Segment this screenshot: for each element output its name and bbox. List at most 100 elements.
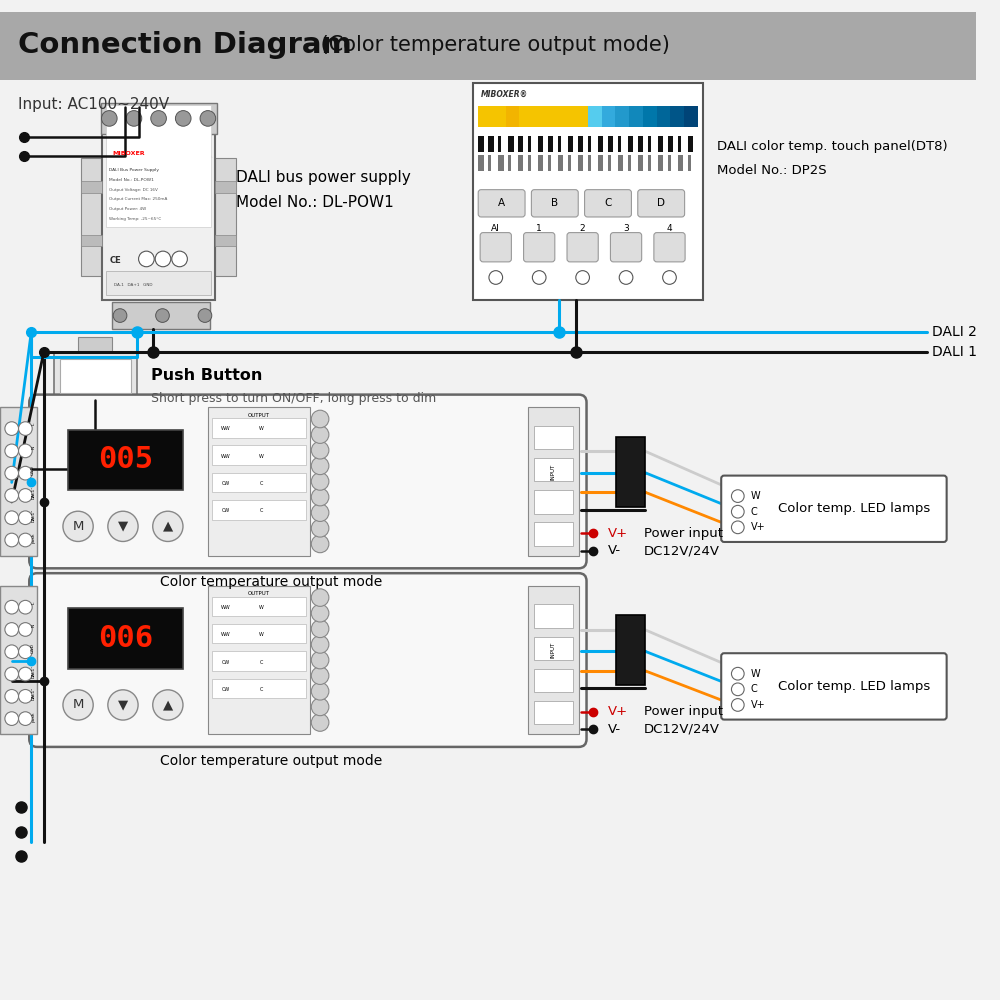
Bar [508,136,514,152]
Bar [588,136,591,152]
Text: WW: WW [221,632,230,637]
Circle shape [311,488,329,506]
Text: INPUT: INPUT [551,642,556,658]
Text: N: N [31,445,35,449]
Text: INPUT: INPUT [551,464,556,480]
Bar [534,604,573,628]
Text: DAL1²: DAL1² [31,509,35,522]
Bar [548,136,553,152]
Bar [215,158,236,276]
Text: C: C [750,507,757,517]
Bar [78,337,112,352]
Text: Connection Diagram: Connection Diagram [18,31,351,59]
Circle shape [311,535,329,553]
Bar [558,155,563,171]
Text: Color temp. LED lamps: Color temp. LED lamps [778,680,930,693]
Circle shape [63,690,93,720]
Bar [638,136,643,152]
Text: Output Current Max: 250mA: Output Current Max: 250mA [109,197,168,201]
Circle shape [19,511,32,525]
Bar [528,155,531,171]
Circle shape [311,714,329,731]
Bar [519,106,533,127]
Circle shape [5,511,19,525]
Bar [568,136,573,152]
Circle shape [175,111,191,126]
FancyBboxPatch shape [478,190,525,217]
Bar [212,679,306,698]
Text: WW: WW [221,454,230,459]
Circle shape [5,466,19,480]
Circle shape [311,620,329,638]
Bar [534,490,573,514]
Text: V+: V+ [750,522,765,532]
Circle shape [19,645,32,659]
Bar [101,103,217,134]
Text: N: N [31,624,35,627]
Text: CW: CW [221,508,230,513]
Bar [658,155,663,171]
Circle shape [532,271,546,284]
Bar [212,418,306,438]
Text: ▼: ▼ [118,520,128,533]
Circle shape [5,667,19,681]
Text: Power input: Power input [644,705,723,718]
Bar [534,458,573,481]
FancyBboxPatch shape [610,233,642,262]
Bar [0,12,976,80]
Text: B: B [551,198,558,208]
Bar [538,155,543,171]
Bar [578,155,583,171]
Bar [618,155,623,171]
FancyBboxPatch shape [721,476,947,542]
Bar [538,136,543,152]
Text: Short press to turn ON/OFF, long press to dim: Short press to turn ON/OFF, long press t… [151,392,437,405]
Circle shape [311,651,329,669]
Bar [81,235,102,246]
Bar [208,586,310,734]
Circle shape [311,441,329,459]
Circle shape [5,444,19,458]
Text: Model No.: DL-POW1: Model No.: DL-POW1 [236,195,394,210]
Text: Color temperature output mode: Color temperature output mode [160,754,382,768]
Bar [668,136,673,152]
Bar [68,608,183,669]
Circle shape [731,683,744,696]
Circle shape [311,698,329,716]
Text: Input: AC100~240V: Input: AC100~240V [18,97,169,112]
Bar [534,426,573,449]
Text: W: W [259,454,264,459]
Bar [534,637,573,660]
Text: DC12V/24V: DC12V/24V [644,544,720,557]
Bar [106,271,211,295]
Circle shape [5,422,19,435]
FancyBboxPatch shape [524,233,555,262]
Bar [608,155,611,171]
Text: V+: V+ [608,705,628,718]
Bar [533,106,547,127]
Text: W: W [750,491,760,501]
Bar [534,701,573,724]
Circle shape [311,667,329,684]
Circle shape [311,604,329,622]
Text: push: push [31,711,35,722]
Bar [212,473,306,492]
Circle shape [198,309,212,322]
Text: V-: V- [608,544,621,557]
Circle shape [155,251,171,267]
Bar [0,407,37,556]
Bar [534,669,573,692]
Text: push: push [31,533,35,543]
Text: V+: V+ [608,527,628,540]
Text: 4: 4 [667,224,672,233]
Bar [212,624,306,643]
Bar [547,106,561,127]
Circle shape [153,511,183,541]
Circle shape [576,271,589,284]
Bar [568,155,571,171]
Circle shape [19,489,32,502]
Bar [629,106,643,127]
Text: CW: CW [221,660,230,665]
Bar [528,136,531,152]
Circle shape [5,489,19,502]
